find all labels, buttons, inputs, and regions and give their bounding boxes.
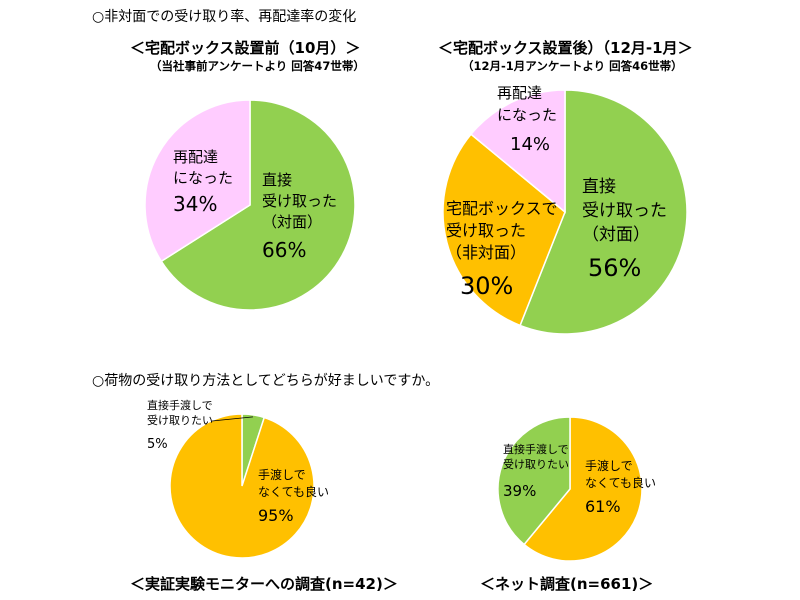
slice-label-handover-monitor: 直接手渡しで 受け取りたい bbox=[147, 399, 213, 427]
leader-line-handover-monitor bbox=[211, 416, 253, 422]
slice-label-box-after: 宅配ボックスで 受け取った （非対面） bbox=[446, 199, 558, 262]
slice-value-handover-net: 39% bbox=[503, 482, 537, 500]
slice-value-box-after: 30% bbox=[460, 272, 514, 300]
slice-value-handover-monitor: 5% bbox=[147, 437, 168, 452]
slice-value-direct-before: 66% bbox=[262, 238, 307, 262]
pie-slice-net-0 bbox=[523, 416, 643, 562]
pie-slice-after-0 bbox=[519, 89, 688, 335]
slice-label-redelivery-before: 再配達 になった bbox=[173, 148, 234, 187]
pie-slice-before-1 bbox=[144, 99, 251, 263]
slice-label-nohandover-net: 手渡しで なくても良い bbox=[585, 459, 657, 490]
chart-title-before: ＜宅配ボックス設置前（10月）＞ bbox=[130, 39, 361, 57]
slice-label-handover-net: 直接手渡しで 受け取りたい bbox=[503, 443, 569, 471]
chart-subtitle-before: （当社事前アンケートより 回答47世帯） bbox=[150, 59, 365, 73]
slice-label-direct-after: 直接 受け取った （対面） bbox=[582, 177, 667, 245]
pie-slice-before-0 bbox=[160, 99, 356, 311]
slice-value-direct-after: 56% bbox=[588, 254, 642, 282]
slice-label-direct-before: 直接 受け取った （対面） bbox=[262, 171, 338, 231]
chart-title-net: ＜ネット調査(n=661)＞ bbox=[480, 575, 654, 593]
slice-value-redelivery-before: 34% bbox=[173, 192, 218, 216]
slice-value-nohandover-monitor: 95% bbox=[258, 506, 294, 525]
section-title-rates: ○非対面での受け取り率、再配達率の変化 bbox=[92, 9, 357, 25]
pie-slice-net-1 bbox=[497, 416, 571, 546]
pie-slice-after-2 bbox=[469, 89, 566, 214]
slice-label-nohandover-monitor: 手渡しで なくても良い bbox=[258, 468, 330, 499]
chart-title-after: ＜宅配ボックス設置後）（12月-1月＞ bbox=[438, 39, 693, 57]
chart-subtitle-after: （12月-1月アンケートより 回答46世帯） bbox=[462, 59, 683, 73]
slice-value-redelivery-after: 14% bbox=[510, 134, 551, 155]
pie-slice-after-1 bbox=[442, 133, 566, 327]
section-title-preference: ○荷物の受け取り方法としてどちらが好ましいですか。 bbox=[92, 373, 440, 389]
chart-title-monitor: ＜実証実験モニターへの調査(n=42)＞ bbox=[130, 575, 398, 593]
slice-label-redelivery-after: 再配達 になった bbox=[497, 84, 558, 124]
pie-slice-monitor-1 bbox=[169, 413, 315, 559]
slice-value-nohandover-net: 61% bbox=[585, 497, 621, 516]
